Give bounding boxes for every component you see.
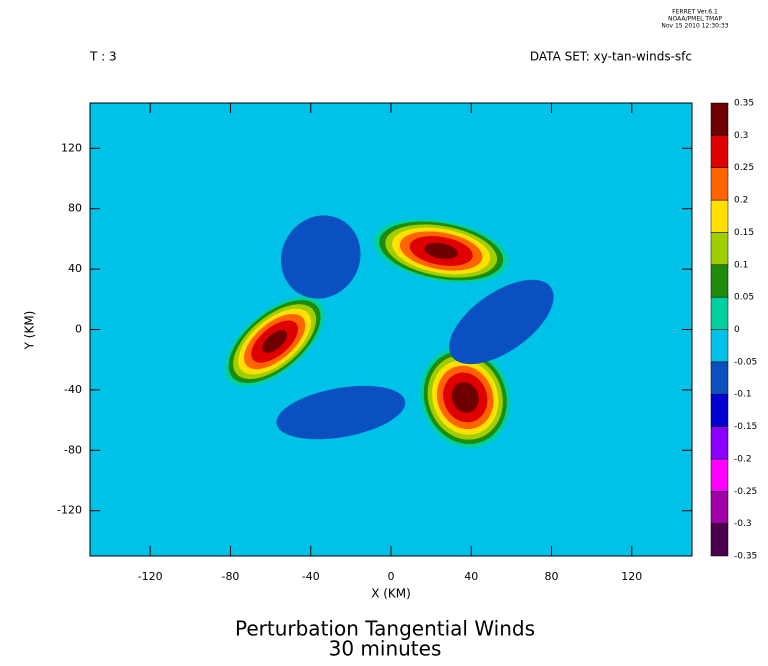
- colorbar-label: 0.3: [734, 131, 748, 141]
- colorbar-label: -0.3: [734, 519, 752, 529]
- x-tick-label: -40: [302, 570, 320, 583]
- chart-subtitle: 30 minutes: [329, 637, 442, 661]
- colorbar-swatch: [710, 102, 729, 136]
- colorbar-label: 0.2: [734, 196, 748, 206]
- background-band: [90, 103, 692, 556]
- colorbar-swatch: [710, 232, 729, 266]
- colorbar-label: -0.05: [734, 357, 757, 367]
- y-axis-label: Y (KM): [23, 311, 37, 351]
- colorbar-label: 0.35: [734, 99, 754, 109]
- contour-band: [449, 279, 554, 365]
- y-tick-label: -40: [64, 383, 82, 396]
- colorbar-label: 0: [734, 325, 740, 335]
- x-axis-label: X (KM): [371, 587, 411, 601]
- y-tick-label: 40: [68, 262, 82, 275]
- colorbar-label: 0.25: [734, 163, 754, 173]
- contour-band: [262, 330, 288, 353]
- colorbar-swatch: [710, 135, 729, 168]
- header-line: NOAA/PMEL TMAP: [668, 16, 722, 23]
- x-tick-label: 120: [621, 570, 642, 583]
- colorbar-label: -0.15: [734, 422, 757, 432]
- colorbar-label: -0.2: [734, 454, 752, 464]
- colorbar-swatch: [710, 426, 729, 460]
- y-tick-label: -80: [64, 443, 82, 456]
- colorbar-label: -0.1: [734, 390, 752, 400]
- colorbar-label: -0.25: [734, 487, 757, 497]
- colorbar-swatch: [710, 393, 729, 427]
- chart-title: Perturbation Tangential Winds: [235, 617, 535, 641]
- colorbar-swatch: [710, 523, 729, 557]
- colorbar-label: -0.35: [734, 552, 757, 562]
- contour-band: [281, 215, 361, 299]
- y-tick-label: 80: [68, 202, 82, 215]
- colorbar-swatch: [710, 361, 729, 395]
- field: [90, 103, 692, 556]
- colorbar-swatch: [710, 458, 729, 492]
- contour-band: [424, 242, 459, 259]
- colorbar-label: 0.1: [734, 260, 748, 270]
- colorbar-swatch: [710, 167, 729, 201]
- colorbar-swatch: [710, 199, 729, 233]
- colorbar-swatch: [710, 329, 729, 363]
- colorbar-label: 0.15: [734, 228, 754, 238]
- header-line: Nov 15 2010 12:30:33: [661, 23, 728, 30]
- contour-band: [276, 385, 406, 440]
- x-tick-label: -80: [221, 570, 239, 583]
- y-tick-label: 0: [75, 323, 82, 336]
- x-tick-label: 0: [388, 570, 395, 583]
- header-line: FERRET Ver.6.1: [672, 9, 718, 16]
- contour-band: [451, 382, 479, 413]
- y-tick-label: -120: [57, 504, 82, 517]
- colorbar-swatch: [710, 491, 729, 524]
- time-label: T : 3: [89, 50, 117, 64]
- colorbar-swatch: [710, 296, 729, 330]
- x-tick-label: -120: [138, 570, 163, 583]
- x-tick-label: 40: [464, 570, 478, 583]
- colorbar-label: 0.05: [734, 293, 754, 303]
- dataset-label: DATA SET: xy-tan-winds-sfc: [530, 50, 692, 64]
- x-tick-label: 80: [545, 570, 559, 583]
- y-tick-label: 120: [61, 141, 82, 154]
- colorbar-swatch: [710, 264, 729, 298]
